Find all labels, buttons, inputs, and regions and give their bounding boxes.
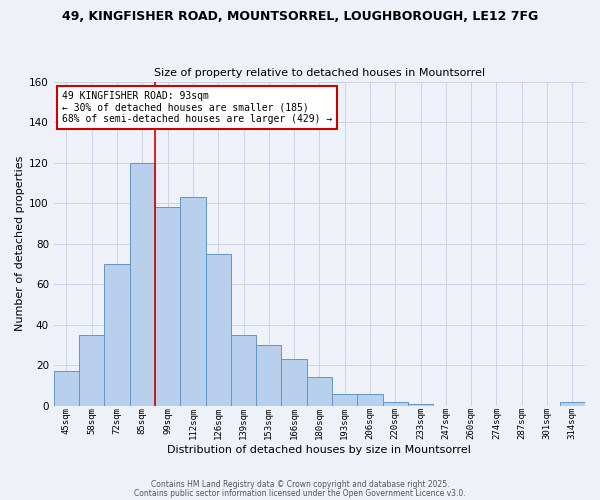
Bar bbox=[231, 335, 256, 406]
Title: Size of property relative to detached houses in Mountsorrel: Size of property relative to detached ho… bbox=[154, 68, 485, 78]
Bar bbox=[206, 254, 231, 406]
Bar bbox=[408, 404, 433, 406]
Bar bbox=[155, 207, 180, 406]
Bar bbox=[130, 162, 155, 406]
Bar bbox=[256, 345, 281, 406]
Text: Contains public sector information licensed under the Open Government Licence v3: Contains public sector information licen… bbox=[134, 488, 466, 498]
Text: Contains HM Land Registry data © Crown copyright and database right 2025.: Contains HM Land Registry data © Crown c… bbox=[151, 480, 449, 489]
Bar bbox=[104, 264, 130, 406]
Bar bbox=[332, 394, 358, 406]
Y-axis label: Number of detached properties: Number of detached properties bbox=[15, 156, 25, 332]
Text: 49 KINGFISHER ROAD: 93sqm
← 30% of detached houses are smaller (185)
68% of semi: 49 KINGFISHER ROAD: 93sqm ← 30% of detac… bbox=[62, 92, 332, 124]
Bar bbox=[560, 402, 585, 406]
X-axis label: Distribution of detached houses by size in Mountsorrel: Distribution of detached houses by size … bbox=[167, 445, 472, 455]
Bar bbox=[180, 197, 206, 406]
Bar bbox=[54, 372, 79, 406]
Bar bbox=[358, 394, 383, 406]
Bar bbox=[79, 335, 104, 406]
Bar bbox=[281, 359, 307, 406]
Bar bbox=[307, 378, 332, 406]
Text: 49, KINGFISHER ROAD, MOUNTSORREL, LOUGHBOROUGH, LE12 7FG: 49, KINGFISHER ROAD, MOUNTSORREL, LOUGHB… bbox=[62, 10, 538, 23]
Bar bbox=[383, 402, 408, 406]
